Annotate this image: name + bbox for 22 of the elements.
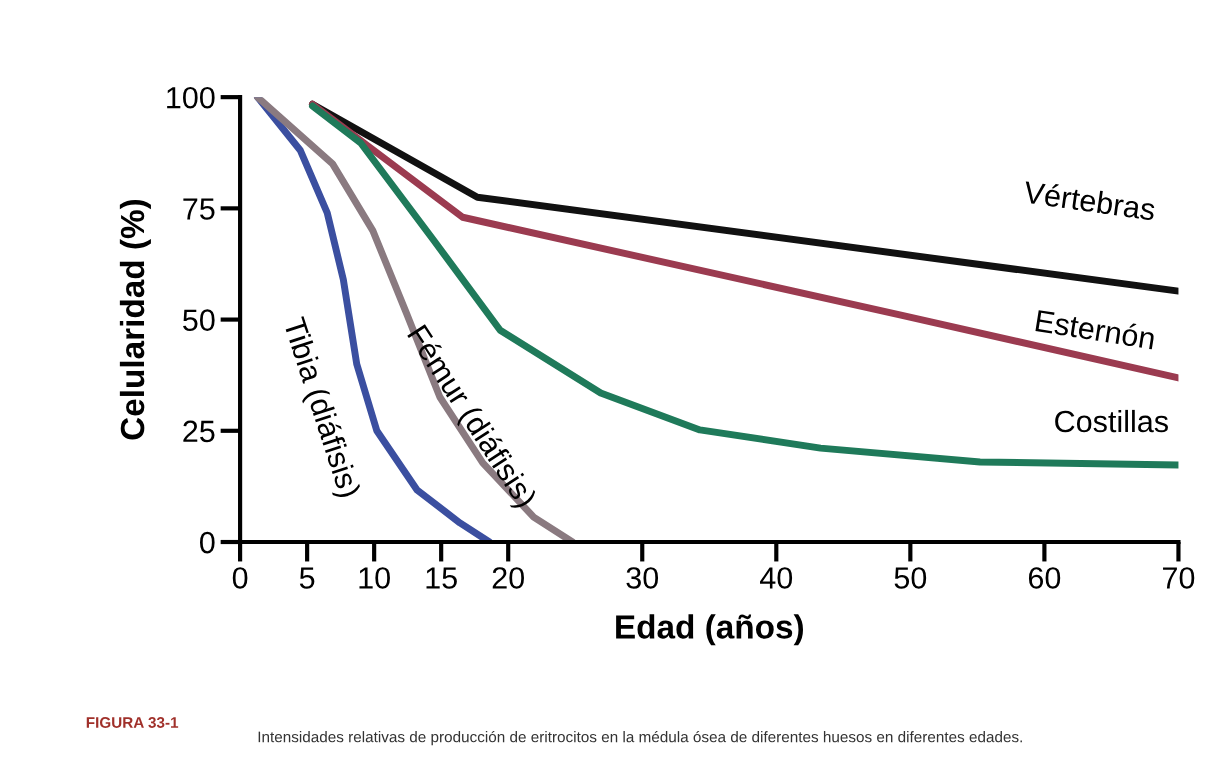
y-axis-title: Celularidad (%)	[119, 199, 151, 440]
x-tick-label: 20	[492, 567, 524, 589]
y-tick-label: 50	[183, 309, 215, 331]
text: Vértebras	[1022, 179, 1156, 221]
x-tick-label: 60	[1028, 567, 1061, 589]
x-tick-label: 50	[894, 567, 927, 589]
x-tick-label: 30	[626, 567, 659, 589]
x-tick-label: 40	[760, 567, 793, 589]
y-tick-label: 0	[200, 531, 215, 554]
text: Intensidades relativas de producción de eritrocitos en la médula ósea de diferentes huesos en diferentes edades.	[258, 730, 1022, 746]
text: FIGURA 33-1	[86, 717, 179, 728]
x-axis-title: Edad (años)	[616, 614, 803, 646]
y-tick-label: 25	[183, 420, 215, 443]
y-tick-label: 100	[167, 86, 215, 109]
x-tick-label: 15	[426, 567, 457, 589]
series-label: Costillas	[1055, 409, 1168, 433]
text: Esternón	[1035, 308, 1156, 350]
x-tick-label: 0	[232, 567, 248, 589]
y-tick-label: 75	[183, 198, 215, 220]
x-tick-label: 10	[359, 567, 390, 589]
x-tick-label: 5	[299, 567, 315, 589]
x-tick-label: 70	[1163, 567, 1195, 589]
